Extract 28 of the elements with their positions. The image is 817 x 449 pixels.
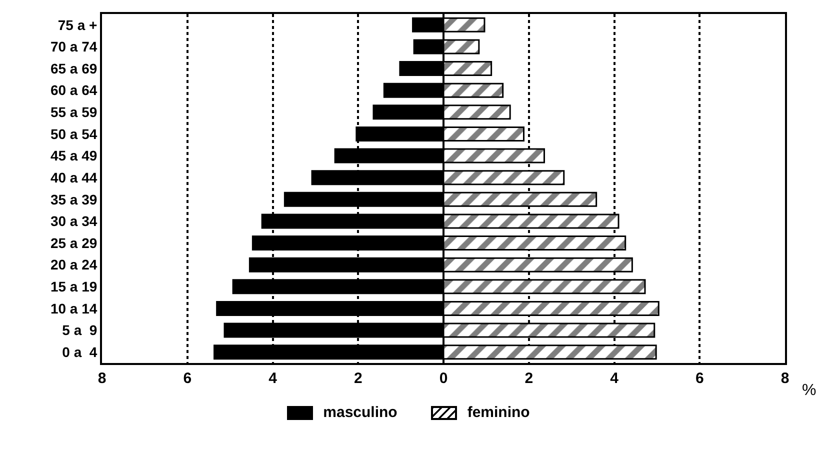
y-tick-label: 50 a 54 [50, 126, 98, 142]
y-tick-label: 20 a 24 [50, 256, 98, 273]
y-tick-label: 15 a 19 [50, 278, 98, 295]
y-tick-label: 35 a 39 [50, 191, 98, 208]
y-tick-label: 25 a 29 [50, 234, 98, 251]
x-tick-label: 8 [98, 370, 106, 387]
x-tick-label: 2 [524, 370, 534, 387]
y-tick-label: 30 a 34 [50, 213, 98, 230]
x-tick-label: 2 [354, 370, 362, 387]
x-tick-label: 0 [439, 370, 448, 387]
y-tick-label: 40 a 44 [50, 169, 98, 186]
y-tick-label: 70 a 74 [50, 38, 98, 55]
y-tick-label: 10 a 14 [50, 300, 98, 316]
y-tick-label: 75 a + [58, 16, 98, 33]
y-tick-label: 65 a 69 [50, 60, 98, 76]
text: % [802, 382, 816, 399]
x-tick-label: 4 [268, 370, 278, 387]
legend-label: feminino [467, 404, 530, 421]
x-tick-label: 4 [610, 370, 620, 387]
x-tick-label: 6 [695, 370, 704, 387]
y-tick-label: 0 a 4 [62, 344, 98, 360]
x-tick-label: 6 [183, 370, 192, 387]
y-tick-label: 55 a 59 [50, 104, 98, 120]
x-tick-label: 8 [780, 370, 790, 387]
y-tick-label: 45 a 49 [50, 148, 98, 164]
legend-label: masculino [323, 404, 398, 421]
y-tick-label: 5 a 9 [62, 322, 98, 338]
y-tick-label: 60 a 64 [50, 82, 98, 98]
